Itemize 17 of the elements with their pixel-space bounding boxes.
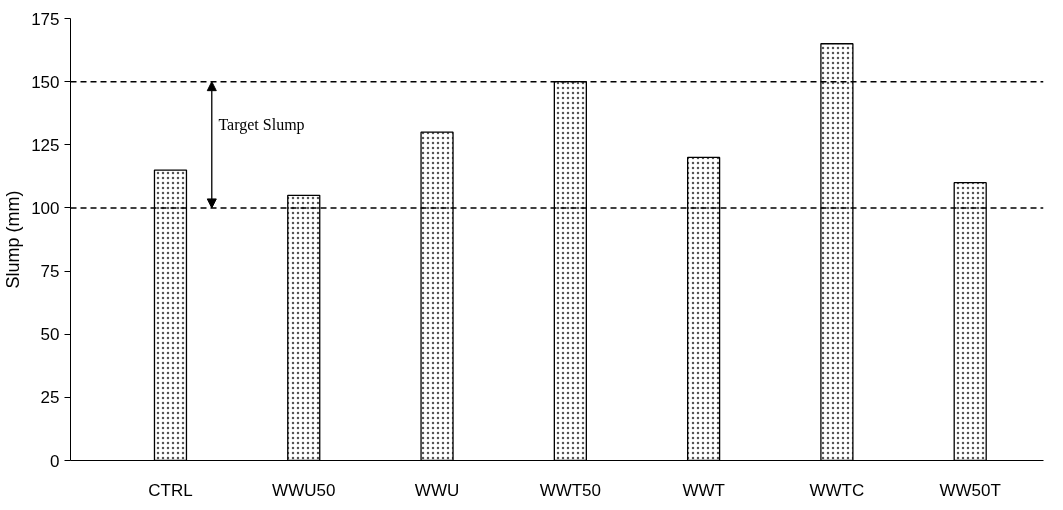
y-tick-label: 175 — [31, 9, 60, 29]
x-tick-label: WWU50 — [272, 480, 336, 500]
x-tick-label: WWT50 — [539, 480, 602, 500]
y-tick-label: 50 — [40, 325, 60, 345]
x-tick-label: WWT — [682, 480, 725, 500]
y-axis-title: Slump (mm) — [3, 190, 24, 289]
y-tick-label: 125 — [31, 135, 60, 155]
annotation: Target Slump — [218, 116, 305, 135]
x-tick-label: CTRL — [148, 480, 193, 500]
y-tick-label: 100 — [31, 198, 60, 218]
x-tick-label: WWTC — [809, 480, 865, 500]
y-tick-label: 0 — [50, 451, 60, 471]
y-tick-label: 25 — [40, 388, 60, 408]
x-tick-label: WWU — [414, 480, 460, 500]
y-tick-label: 150 — [31, 72, 60, 92]
y-tick-label: 75 — [40, 262, 60, 282]
x-tick-label: WW50T — [939, 480, 1001, 500]
